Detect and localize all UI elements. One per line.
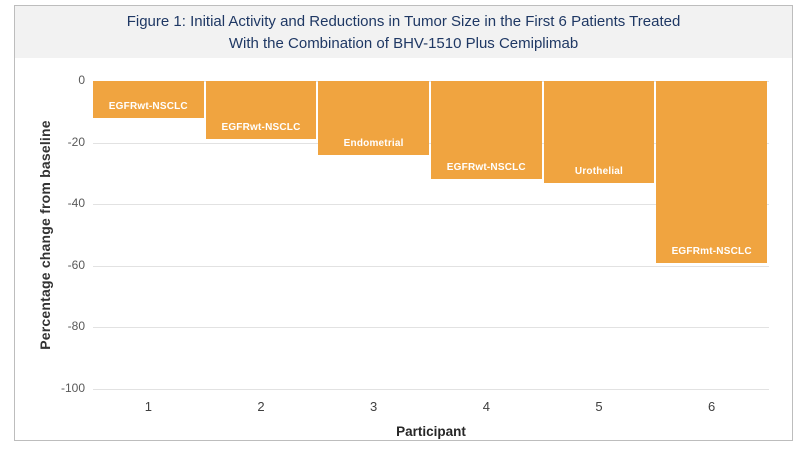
y-tick-label: -100 (60, 380, 85, 395)
bar-label: EGFRwt-NSCLC (221, 122, 301, 134)
chart-plot-area: Percentage change from baseline 0 -20 -40 -… (15, 58, 792, 440)
figure-container: Figure 1: Initial Activity and Reduction… (14, 5, 793, 441)
x-tick-label: 3 (370, 399, 378, 414)
bar-participant-2: EGFRwt-NSCLC (205, 81, 317, 140)
bar-label: EGFRwt-NSCLC (108, 100, 188, 112)
x-tick-label: 1 (144, 399, 152, 414)
bar-label: Urothelial (574, 165, 624, 177)
y-tick-label: -80 (67, 319, 85, 334)
figure-title-line-1: Figure 1: Initial Activity and Reduction… (126, 12, 681, 30)
bar-participant-4: EGFRwt-NSCLC (431, 81, 542, 180)
y-tick-label: -60 (67, 257, 85, 272)
y-tick-label: -40 (67, 196, 85, 211)
gridline-y--40 (93, 204, 769, 206)
x-tick-label: 4 (482, 399, 490, 414)
gridline-y--100 (93, 388, 769, 390)
bar-participant-1: EGFRwt-NSCLC (93, 81, 204, 118)
bar-participant-5: Urothelial (543, 81, 655, 183)
y-axis-title: Percentage change from baseline (37, 120, 53, 350)
y-tick-label: 0 (78, 73, 85, 87)
gridline-y--80 (93, 327, 769, 329)
y-tick-label: -20 (67, 134, 85, 149)
x-axis-title: Participant (396, 424, 466, 439)
bar-label: EGFRwt-NSCLC (446, 162, 526, 174)
x-tick-label: 6 (708, 399, 716, 414)
bar-label: Endometrial (343, 137, 404, 149)
x-tick-label: 2 (257, 399, 265, 414)
bar-label: EGFRmt-NSCLC (671, 245, 752, 257)
figure-title-line-2: With the Combination of BHV-1510 Plus Ce… (228, 34, 579, 52)
x-tick-label: 5 (595, 399, 603, 414)
bar-participant-6: EGFRmt-NSCLC (656, 81, 767, 263)
figure-title-band: Figure 1: Initial Activity and Reduction… (15, 6, 792, 58)
gridline-y--60 (93, 265, 769, 267)
bar-participant-3: Endometrial (318, 81, 429, 155)
